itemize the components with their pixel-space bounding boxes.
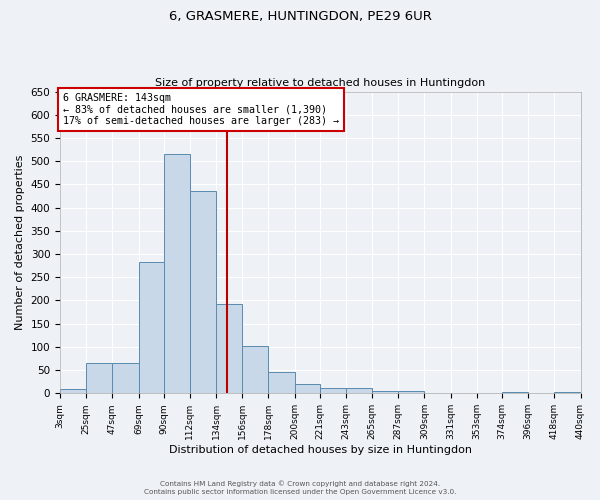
Bar (164, 154, 190, 394)
Bar (346, 388, 372, 394)
Bar (320, 388, 346, 394)
Bar (554, 392, 580, 394)
Title: Size of property relative to detached houses in Huntingdon: Size of property relative to detached ho… (155, 78, 485, 88)
Bar (60, 388, 86, 394)
Text: 6, GRASMERE, HUNTINGDON, PE29 6UR: 6, GRASMERE, HUNTINGDON, PE29 6UR (169, 10, 431, 23)
Bar (502, 392, 528, 394)
Bar (398, 391, 424, 394)
Bar (268, 372, 295, 394)
Text: 6 GRASMERE: 143sqm
← 83% of detached houses are smaller (1,390)
17% of semi-deta: 6 GRASMERE: 143sqm ← 83% of detached hou… (62, 93, 338, 126)
Bar (372, 391, 398, 394)
Bar (139, 262, 164, 394)
Bar (242, 346, 268, 394)
Bar (295, 384, 320, 394)
Bar (216, 304, 242, 394)
Y-axis label: Number of detached properties: Number of detached properties (15, 155, 25, 330)
X-axis label: Distribution of detached houses by size in Huntingdon: Distribution of detached houses by size … (169, 445, 472, 455)
Bar (112, 363, 139, 394)
Bar (190, 192, 216, 394)
Bar (86, 363, 112, 394)
Text: Contains HM Land Registry data © Crown copyright and database right 2024.
Contai: Contains HM Land Registry data © Crown c… (144, 480, 456, 495)
